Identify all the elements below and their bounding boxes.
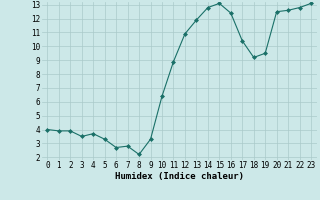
X-axis label: Humidex (Indice chaleur): Humidex (Indice chaleur) <box>115 172 244 181</box>
